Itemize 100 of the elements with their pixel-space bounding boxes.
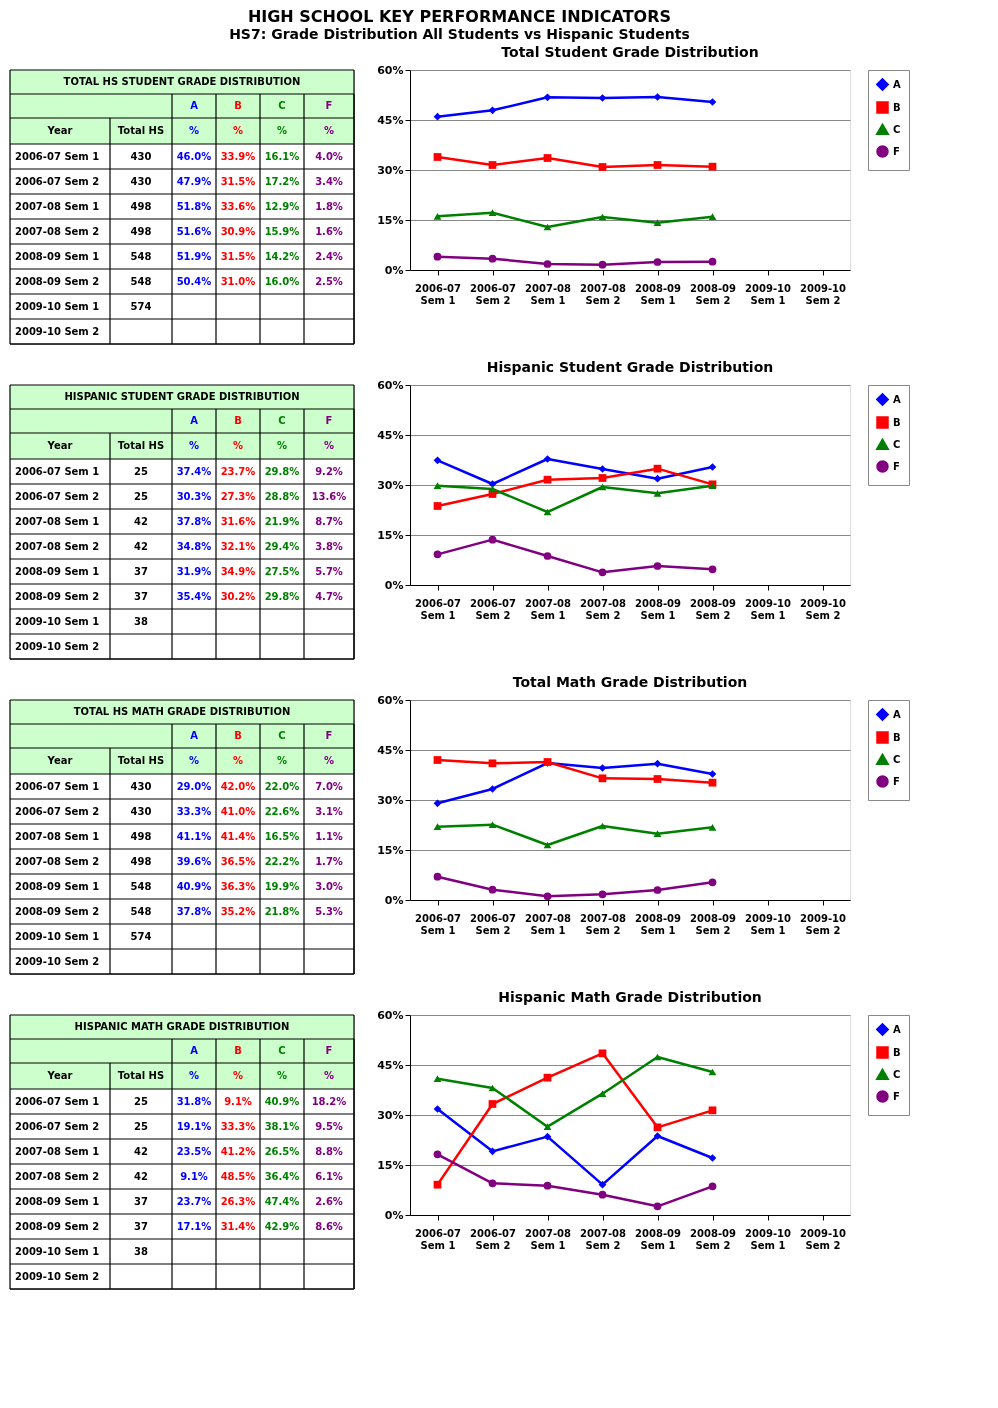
category-label: 2009-10 Sem 2: [15, 640, 100, 652]
text: %: [232, 1070, 244, 1081]
text: 9.1%: [224, 1095, 252, 1107]
text: 51.6%: [176, 225, 212, 237]
y-tick-label: 45%: [377, 428, 404, 442]
text: B: [234, 415, 242, 426]
text: 36.5%: [220, 855, 256, 867]
text: 25: [134, 1120, 148, 1132]
text: 19.9%: [264, 880, 300, 892]
text: 26.5%: [264, 1145, 300, 1157]
text: 574: [130, 300, 152, 312]
text: Total HS: [117, 755, 165, 766]
text: %: [188, 1070, 200, 1081]
text: 13.6%: [311, 490, 347, 502]
text: 41.2%: [220, 1145, 256, 1157]
text: 42.0%: [220, 780, 256, 792]
text: 31.8%: [176, 1095, 212, 1107]
text: Year: [46, 125, 73, 136]
text: 430: [130, 150, 152, 162]
legend-label: C: [893, 753, 901, 765]
x-tick-label: 2006-07 Sem 2: [470, 282, 516, 306]
text: 29.4%: [264, 540, 300, 552]
text: 47.4%: [264, 1195, 300, 1207]
text: 23.7%: [176, 1195, 212, 1207]
text: 23.5%: [176, 1145, 212, 1157]
text: 37: [134, 590, 148, 602]
text: 50.4%: [176, 275, 212, 287]
text: 47.9%: [176, 175, 212, 187]
chart-title: Total Student Grade Distribution: [501, 44, 759, 60]
text: 19.1%: [176, 1120, 212, 1132]
text: 31.6%: [220, 515, 256, 527]
text: 31.4%: [220, 1220, 256, 1232]
x-tick-label: 2006-07 Sem 2: [470, 912, 516, 936]
legend-label: F: [893, 460, 900, 472]
y-tick-label: 0%: [384, 578, 404, 592]
category-label: 2007-08 Sem 2: [15, 1170, 100, 1182]
text: 9.5%: [315, 1120, 343, 1132]
text: 30.2%: [220, 590, 256, 602]
text: B: [234, 1045, 242, 1056]
text: 430: [130, 175, 152, 187]
text: 498: [130, 855, 152, 867]
text: 27.5%: [264, 565, 300, 577]
x-tick-label: 2008-09 Sem 2: [690, 282, 736, 306]
text: 17.1%: [176, 1220, 212, 1232]
legend-label: A: [893, 708, 901, 720]
category-label: 2009-10 Sem 2: [15, 1270, 100, 1282]
y-tick-label: 0%: [384, 893, 404, 907]
text: F: [325, 1045, 333, 1056]
text: B: [234, 730, 242, 741]
category-label: 2007-08 Sem 2: [15, 540, 100, 552]
legend-label: A: [893, 393, 901, 405]
text: 3.1%: [315, 805, 343, 817]
category-label: 2007-08 Sem 2: [15, 855, 100, 867]
text: Year: [46, 440, 73, 451]
category-label: 2008-09 Sem 1: [15, 880, 100, 892]
category-label: 2006-07 Sem 1: [15, 465, 100, 477]
y-tick-label: 60%: [377, 378, 404, 392]
text: 42.9%: [264, 1220, 300, 1232]
x-tick-label: 2009-10 Sem 2: [800, 1227, 846, 1251]
text: 1.6%: [315, 225, 343, 237]
text: 39.6%: [176, 855, 212, 867]
category-label: 2006-07 Sem 2: [15, 1120, 100, 1132]
legend-label: B: [893, 101, 901, 113]
category-label: 2008-09 Sem 1: [15, 1195, 100, 1207]
chart-title: Hispanic Student Grade Distribution: [486, 359, 774, 375]
text: 4.7%: [315, 590, 343, 602]
category-label: 2006-07 Sem 1: [15, 150, 100, 162]
text: 37: [134, 1195, 148, 1207]
text: A: [190, 100, 198, 111]
x-tick-label: 2006-07 Sem 1: [415, 282, 461, 306]
text: 37: [134, 1220, 148, 1232]
text: B: [234, 100, 242, 111]
x-tick-label: 2008-09 Sem 1: [635, 282, 681, 306]
text: 1.8%: [315, 200, 343, 212]
text: 30.3%: [176, 490, 212, 502]
y-tick-label: 30%: [377, 1108, 404, 1122]
y-tick-label: 0%: [384, 263, 404, 277]
text: %: [323, 125, 335, 136]
text: 37: [134, 565, 148, 577]
category-label: 2009-10 Sem 2: [15, 955, 100, 967]
text: 5.3%: [315, 905, 343, 917]
text: Total HS: [117, 125, 165, 136]
text: 2.6%: [315, 1195, 343, 1207]
text: 46.0%: [176, 150, 212, 162]
text: %: [323, 440, 335, 451]
legend-label: A: [893, 78, 901, 90]
y-tick-label: 30%: [377, 163, 404, 177]
legend-label: A: [893, 1023, 901, 1035]
text: 8.8%: [315, 1145, 343, 1157]
text: 4.0%: [315, 150, 343, 162]
text: 33.3%: [176, 805, 212, 817]
text: 548: [130, 905, 152, 917]
x-tick-label: 2009-10 Sem 1: [745, 597, 791, 621]
x-tick-label: 2008-09 Sem 1: [635, 597, 681, 621]
text: %: [232, 755, 244, 766]
text: A: [190, 1045, 198, 1056]
text: 3.0%: [315, 880, 343, 892]
x-tick-label: 2007-08 Sem 1: [525, 1227, 571, 1251]
text: 35.2%: [220, 905, 256, 917]
category-label: 2006-07 Sem 2: [15, 805, 100, 817]
